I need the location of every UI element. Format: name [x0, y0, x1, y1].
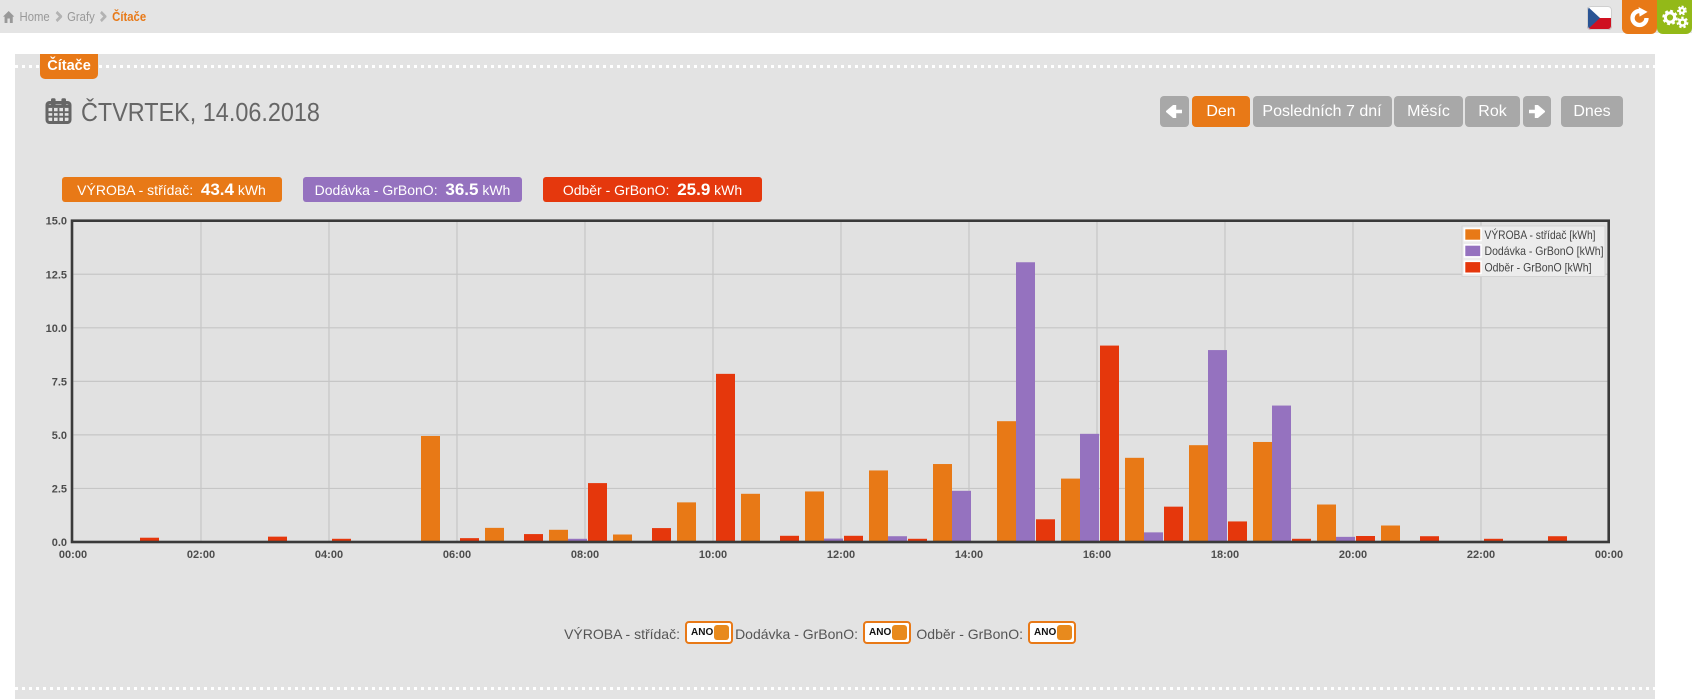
svg-text:00:00: 00:00 [1595, 549, 1623, 561]
svg-text:2.5: 2.5 [52, 483, 67, 495]
svg-text:00:00: 00:00 [59, 549, 87, 561]
svg-text:06:00: 06:00 [443, 549, 471, 561]
svg-text:12.5: 12.5 [46, 269, 67, 281]
svg-text:20:00: 20:00 [1339, 549, 1367, 561]
svg-text:15.0: 15.0 [46, 216, 67, 228]
svg-text:10.0: 10.0 [46, 323, 67, 335]
svg-text:18:00: 18:00 [1211, 549, 1239, 561]
svg-text:Dodávka - GrBonO [kWh]: Dodávka - GrBonO [kWh] [1485, 244, 1604, 258]
svg-text:08:00: 08:00 [571, 549, 599, 561]
svg-text:5.0: 5.0 [52, 430, 67, 442]
svg-text:Odběr - GrBonO [kWh]: Odběr - GrBonO [kWh] [1485, 261, 1592, 275]
svg-text:7.5: 7.5 [52, 376, 67, 388]
svg-text:VÝROBA - střídač [kWh]: VÝROBA - střídač [kWh] [1485, 227, 1596, 242]
svg-text:0.0: 0.0 [52, 537, 67, 549]
svg-text:22:00: 22:00 [1467, 549, 1495, 561]
svg-text:16:00: 16:00 [1083, 549, 1111, 561]
svg-text:04:00: 04:00 [315, 549, 343, 561]
svg-text:10:00: 10:00 [699, 549, 727, 561]
svg-text:14:00: 14:00 [955, 549, 983, 561]
svg-text:12:00: 12:00 [827, 549, 855, 561]
svg-text:02:00: 02:00 [187, 549, 215, 561]
